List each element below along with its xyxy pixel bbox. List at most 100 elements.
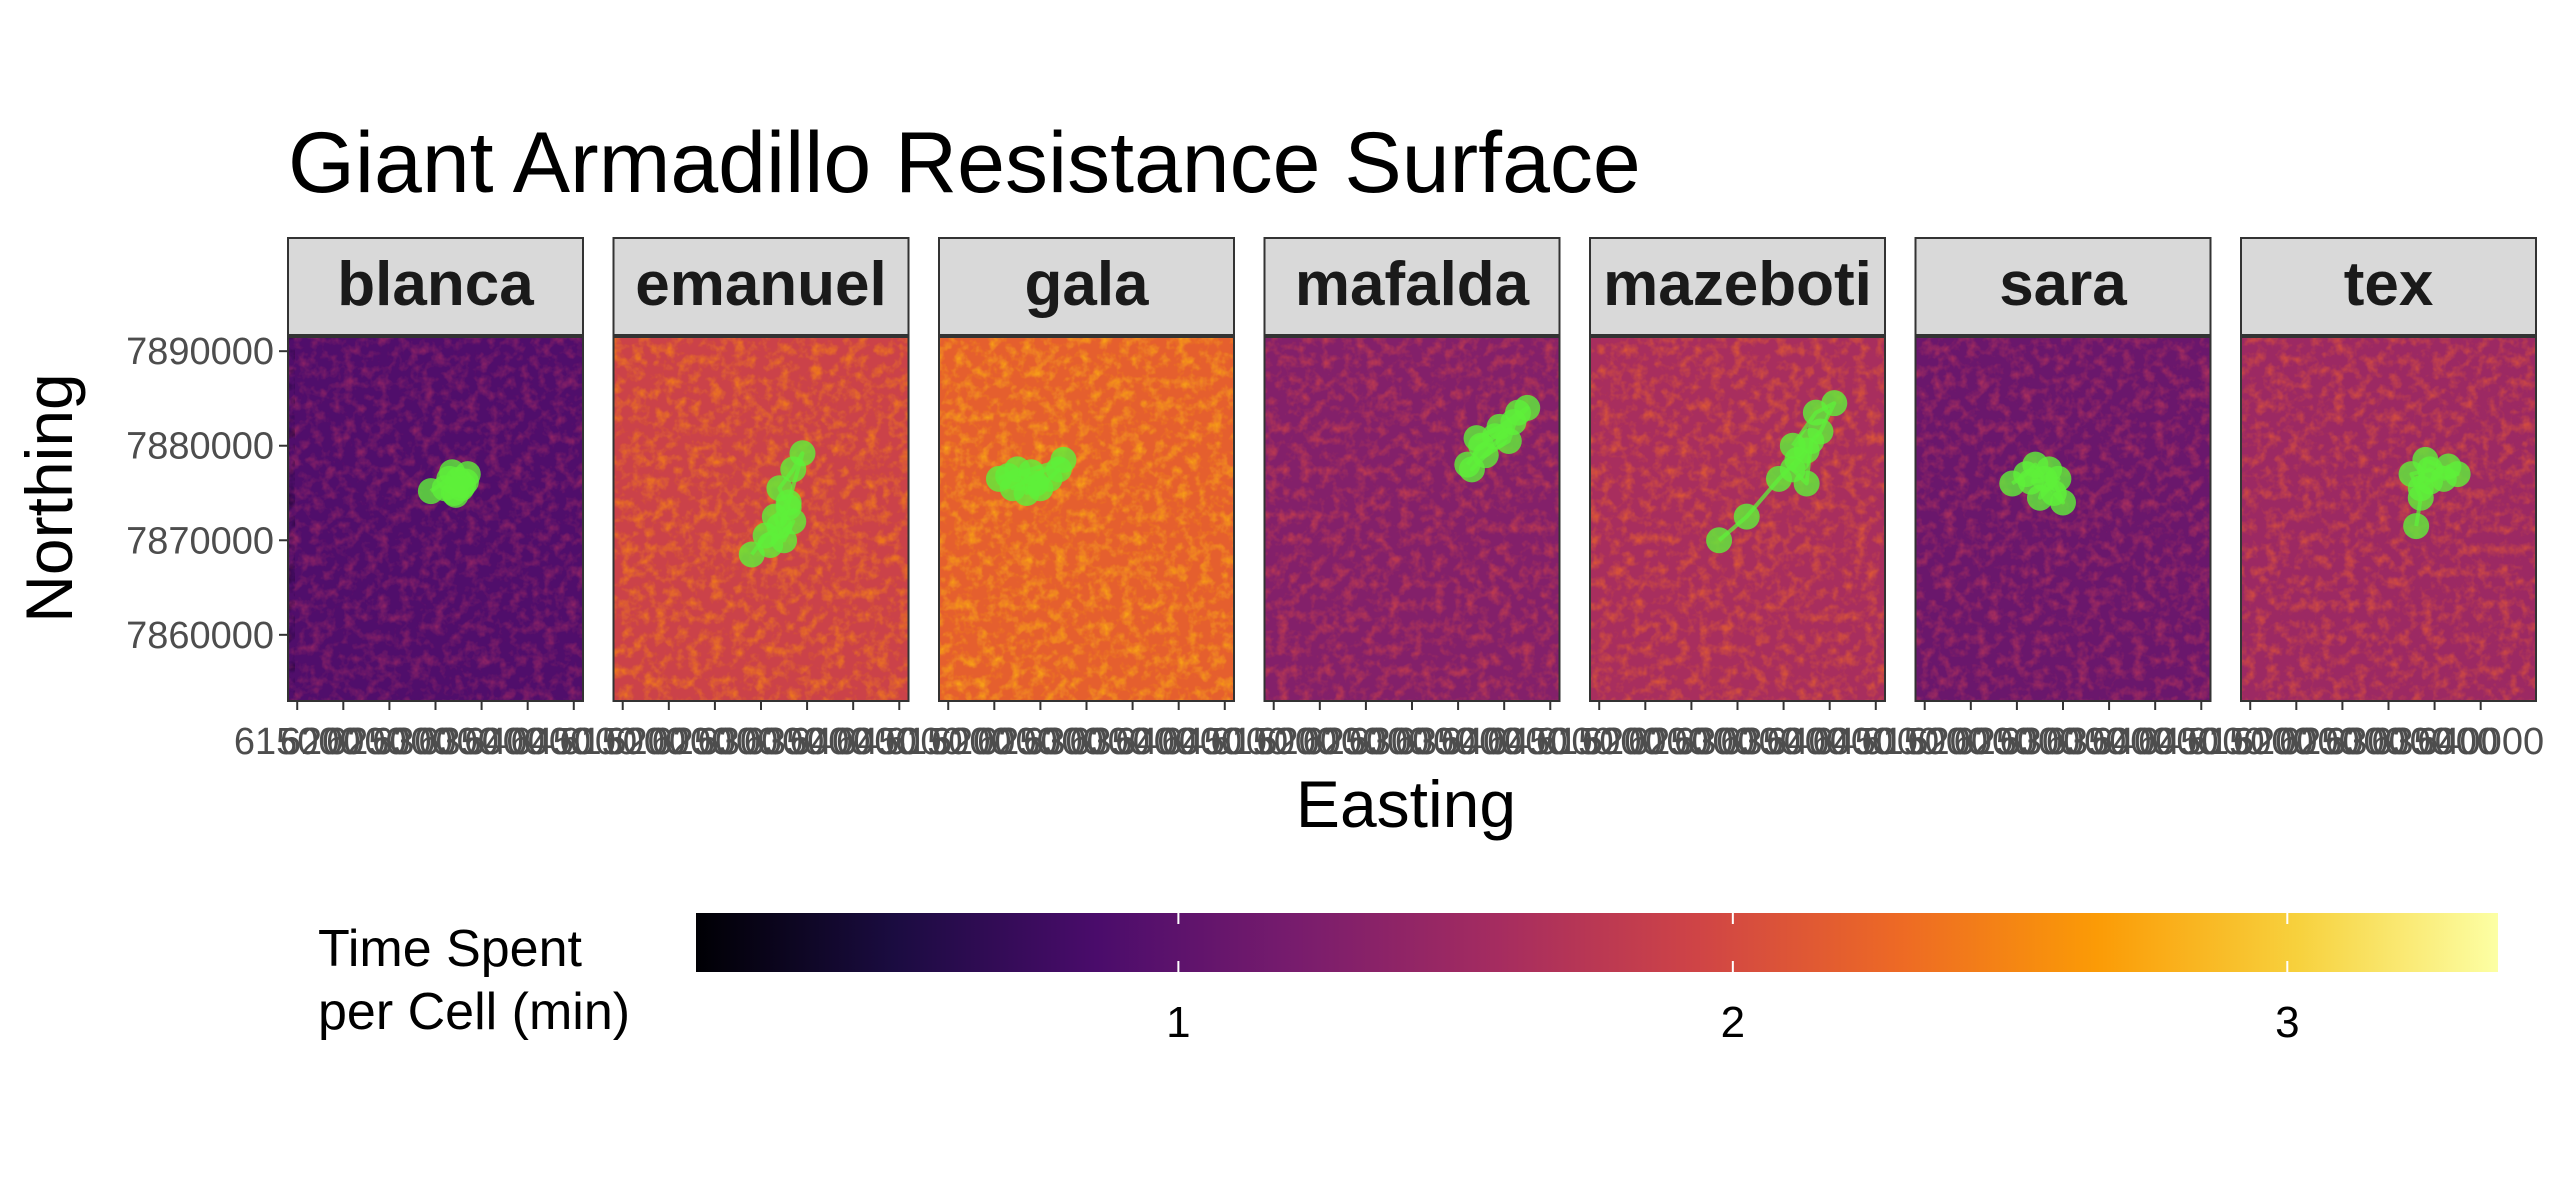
facet-strip-mazeboti: [1589, 237, 1886, 336]
facet-label-mazeboti: mazeboti: [1603, 250, 1872, 319]
x-tick-label: 630000: [2325, 721, 2452, 763]
track-point: [1463, 425, 1490, 452]
facet-label-gala: gala: [1024, 250, 1149, 319]
x-tick-label: 615000: [1536, 721, 1663, 763]
x-tick-label: 620000: [931, 721, 1058, 763]
track-point: [1793, 470, 1820, 497]
colorbar: [696, 913, 2498, 972]
x-tick-label: 615000: [234, 721, 361, 763]
x-tick-label: 640000: [1441, 721, 1568, 763]
x-tick-label: 635000: [418, 721, 545, 763]
legend-title-line: per Cell (min): [318, 983, 630, 1041]
x-tick-label: 625000: [326, 721, 453, 763]
facet-label-blanca: blanca: [337, 250, 534, 319]
colorbar-tick-label: 1: [1166, 998, 1190, 1047]
x-tick-label: 645000: [836, 721, 963, 763]
track-point: [2435, 453, 2462, 480]
facet-label-emanuel: emanuel: [635, 250, 887, 319]
x-tick-label: 645000: [2138, 721, 2265, 763]
track-point: [2050, 489, 2076, 516]
track-point: [1802, 399, 1829, 426]
x-tick-label: 615000: [885, 721, 1012, 763]
x-tick-label: 630000: [1349, 721, 1476, 763]
track-point: [1706, 527, 1733, 554]
x-tick-label: 630000: [1674, 721, 1801, 763]
x-tick-label: 645000: [1487, 721, 1614, 763]
x-tick-label: 635000: [2371, 721, 2498, 763]
facet-strip-tex: [2240, 237, 2537, 336]
x-tick-label: 625000: [1303, 721, 1430, 763]
track-point: [448, 475, 475, 502]
x-tick-label: 635000: [2046, 721, 2173, 763]
panel-mazeboti: mazeboti 61500062000062500063000063500064…: [1536, 237, 1939, 763]
x-tick-label: 625000: [652, 721, 779, 763]
raster-tex: [2241, 337, 2536, 701]
x-tick-label: 645000: [510, 721, 637, 763]
y-tick-label: 7860000: [126, 615, 274, 657]
x-tick-label: 630000: [698, 721, 825, 763]
panel-mafalda: mafalda 615000620000625000630000635000640…: [1210, 237, 1614, 763]
track-point: [995, 462, 1022, 489]
track-point: [2403, 513, 2430, 540]
x-tick-label: 615000: [2187, 721, 2314, 763]
track-point: [2412, 446, 2439, 473]
x-tick-label: 640000: [1766, 721, 1893, 763]
x-tick-label: 640000: [2092, 721, 2219, 763]
x-tick-label: 620000: [280, 721, 407, 763]
track-point: [1779, 432, 1806, 459]
x-tick-label: 640000: [464, 721, 591, 763]
raster-emanuel: [613, 337, 909, 701]
raster-mafalda: [1264, 337, 1560, 701]
track-point: [2045, 465, 2072, 492]
colorbar-tick-label: 2: [1721, 998, 1745, 1047]
x-tick-label: 625000: [1628, 721, 1755, 763]
facet-strip-mafalda: [1263, 237, 1561, 336]
track-point: [1018, 459, 1045, 486]
x-axis-title: Easting: [1296, 767, 1516, 841]
track-point: [789, 440, 816, 467]
track-point: [757, 532, 784, 558]
track-point: [2416, 468, 2443, 495]
track-point: [780, 508, 807, 535]
track-point: [1733, 503, 1760, 530]
x-tick-label: 635000: [1069, 721, 1196, 763]
raster-sara: [1915, 337, 2211, 701]
x-tick-label: 615000: [1861, 721, 1988, 763]
facet-strip-sara: [1914, 237, 2212, 336]
y-tick-label: 7890000: [126, 331, 274, 373]
track-point: [1050, 446, 1077, 473]
y-axis-title: Northing: [12, 373, 86, 622]
x-tick-label: 625000: [1954, 721, 2081, 763]
panel-sara: sara 615000620000625000630000635000640000…: [1861, 237, 2265, 763]
facet-label-sara: sara: [1999, 250, 2127, 319]
x-tick-label: 620000: [1907, 721, 2034, 763]
facet-label-mafalda: mafalda: [1295, 250, 1530, 319]
track-point: [1500, 409, 1527, 436]
chart-title: Giant Armadillo Resistance Surface: [288, 115, 1641, 211]
x-tick-label: 630000: [1023, 721, 1150, 763]
x-tick-label: 640000: [2417, 721, 2544, 763]
x-tick-label: 615000: [1210, 721, 1337, 763]
facet-strip-blanca: [287, 237, 584, 336]
x-tick-label: 625000: [977, 721, 1104, 763]
raster-blanca: [288, 337, 583, 701]
x-tick-label: 645000: [1812, 721, 1939, 763]
x-tick-label: 630000: [372, 721, 499, 763]
y-tick-label: 7870000: [126, 520, 274, 562]
y-tick-label: 7880000: [126, 426, 274, 468]
x-tick-label: 640000: [790, 721, 917, 763]
x-tick-label: 615000: [559, 721, 686, 763]
x-tick-label: 635000: [1395, 721, 1522, 763]
track-point: [1458, 456, 1485, 483]
panel-blanca: blanca 6150006200006250006300006350006400…: [234, 237, 637, 763]
panel-emanuel: emanuel 615000620000625000630000635000640…: [559, 237, 963, 763]
facet-strip-gala: [938, 237, 1235, 336]
facet-panels: blanca6150006200006250006300006350006400…: [234, 237, 2544, 763]
x-tick-label: 645000: [1161, 721, 1288, 763]
x-tick-label: 625000: [2279, 721, 2406, 763]
x-tick-label: 630000: [2000, 721, 2127, 763]
panel-gala: gala 615000620000625000630000635000640000…: [885, 237, 1288, 763]
